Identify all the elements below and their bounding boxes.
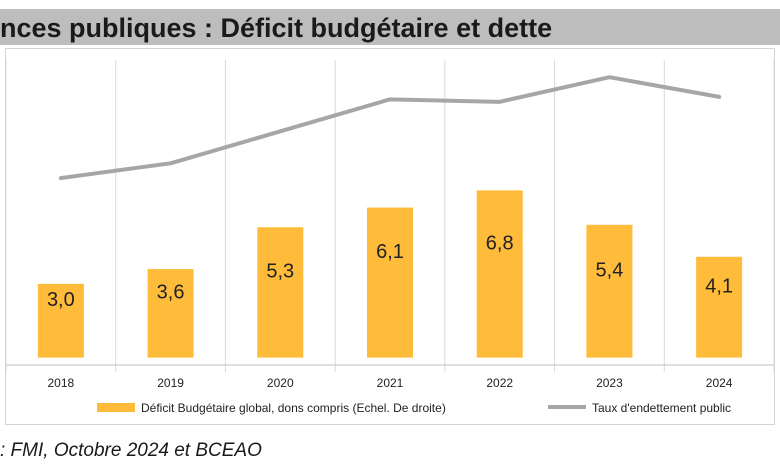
line-point <box>499 101 501 103</box>
line-point <box>60 177 62 179</box>
x-tick-label: 2021 <box>377 376 404 390</box>
chart-title: nces publiques : Déficit budgétaire et d… <box>0 13 553 43</box>
bar-data-label: 6,1 <box>376 241 404 263</box>
source-note: : FMI, Octobre 2024 et BCEAO <box>0 440 262 461</box>
x-tick-label: 2018 <box>48 376 75 390</box>
bar <box>476 190 523 358</box>
bar <box>37 283 84 358</box>
legend-label-bar: Déficit Budgétaire global, dons compris … <box>141 401 446 415</box>
bar <box>696 256 743 358</box>
x-tick-label: 2019 <box>157 376 184 390</box>
title-bar: nces publiques : Déficit budgétaire et d… <box>0 7 780 45</box>
x-tick-label: 2020 <box>267 376 294 390</box>
bar-data-label: 5,4 <box>596 259 624 281</box>
chart-area: 3,0 3,6 5,3 6,1 6,8 5,4 4,1 2018 2019 2020 2021 202… <box>5 60 775 415</box>
bar <box>586 224 633 358</box>
line-series <box>58 75 722 181</box>
bar <box>367 207 413 358</box>
bar-data-label: 4,1 <box>705 275 733 297</box>
x-tick-label: 2024 <box>706 376 733 390</box>
line-point <box>279 130 281 132</box>
legend-label-line: Taux d'endettement public <box>592 401 731 415</box>
bar-data-label: 3,6 <box>157 282 185 304</box>
line-point <box>718 96 720 98</box>
bar <box>257 227 304 358</box>
line-point <box>170 162 172 164</box>
x-tick-label: 2022 <box>486 376 513 390</box>
bar <box>147 269 194 358</box>
x-tick-label: 2023 <box>596 376 623 390</box>
line-point <box>608 76 610 78</box>
line-point <box>389 98 391 100</box>
legend-swatch-bar <box>97 403 135 412</box>
bar-data-label: 6,8 <box>486 232 514 254</box>
bar-data-label: 3,0 <box>47 289 75 311</box>
bar-data-label: 5,3 <box>266 261 294 283</box>
